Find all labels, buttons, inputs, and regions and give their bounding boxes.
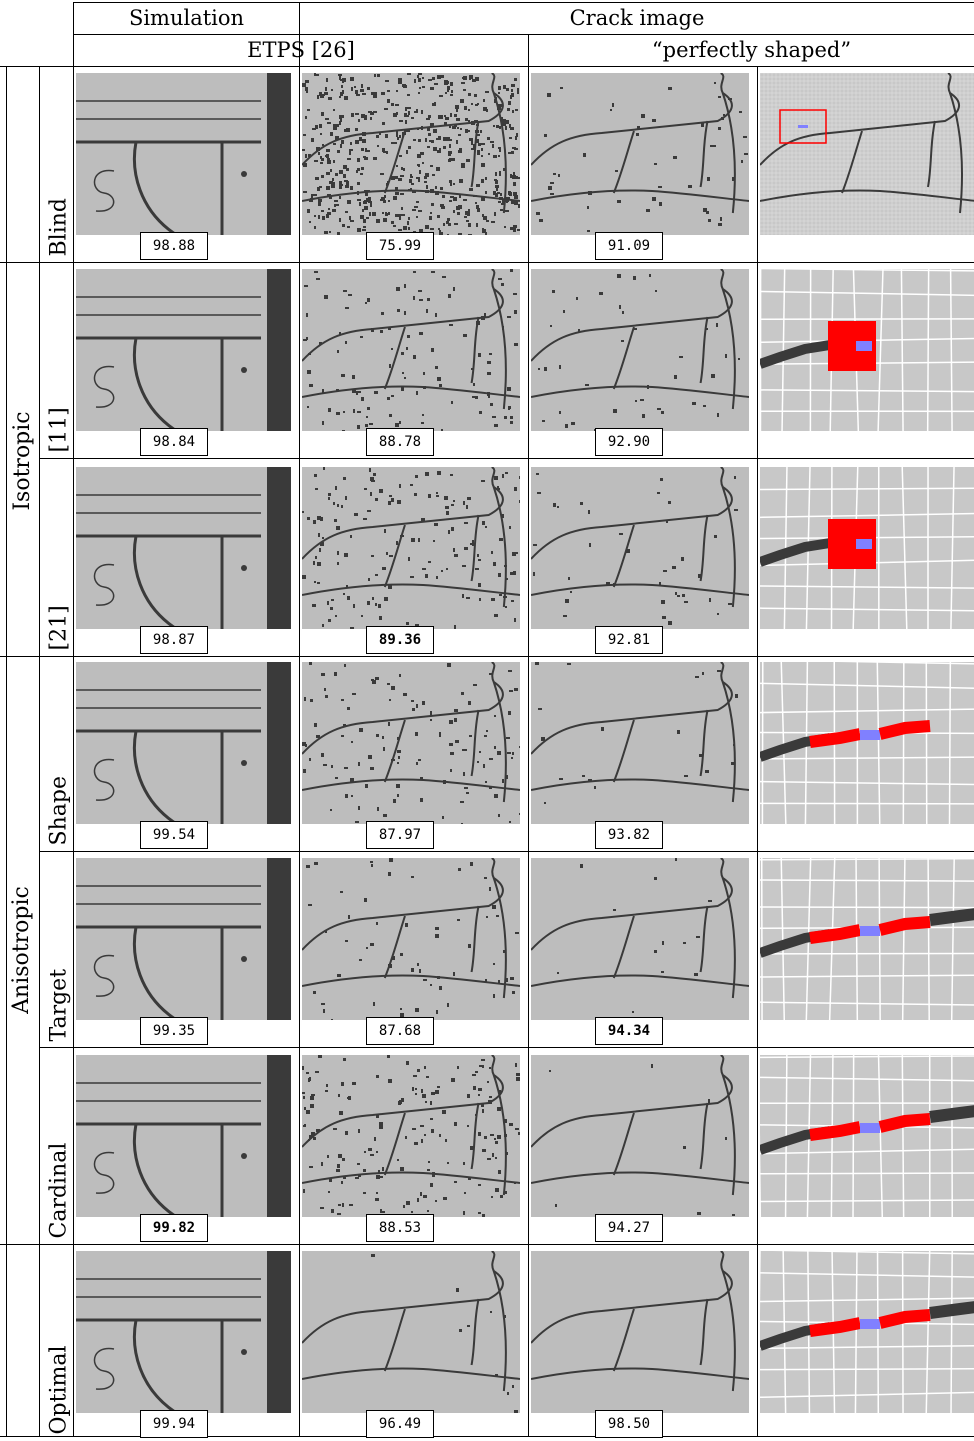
score-badge: 99.35 <box>140 1017 208 1045</box>
header-mid-rule <box>73 34 974 35</box>
table-left-rule <box>6 66 7 1437</box>
perfect-crack-image <box>531 858 749 1020</box>
score-badge: 99.82 <box>140 1214 208 1242</box>
row-label-optimal: Optimal <box>43 1245 76 1441</box>
row-label-21: [21] <box>43 461 76 657</box>
segmentation-image <box>760 269 974 431</box>
perfect-crack-image <box>531 269 749 431</box>
column-rule <box>757 66 758 1437</box>
score-badge: 94.27 <box>595 1214 663 1242</box>
etps-crack-image <box>302 662 520 824</box>
header-top-rule <box>73 2 974 3</box>
score-badge: 98.88 <box>140 232 208 260</box>
simulation-image <box>76 73 291 235</box>
etps-crack-image <box>302 269 520 431</box>
row-label-11: [11] <box>43 263 76 459</box>
header-crack-image: Crack image <box>300 4 974 32</box>
header-bottom-rule <box>0 66 974 67</box>
perfect-crack-image <box>531 1055 749 1217</box>
score-badge: 75.99 <box>366 232 434 260</box>
column-rule <box>528 66 529 1437</box>
row-rule <box>0 656 974 657</box>
row-rule <box>39 1047 974 1048</box>
segmentation-image <box>760 662 974 824</box>
score-badge: 87.97 <box>366 821 434 849</box>
score-badge: 88.78 <box>366 428 434 456</box>
etps-crack-image <box>302 858 520 1020</box>
score-badge: 94.34 <box>595 1017 663 1045</box>
etps-crack-image <box>302 1251 520 1413</box>
score-badge: 98.50 <box>595 1410 663 1438</box>
row-label-cardinal: Cardinal <box>43 1049 76 1245</box>
simulation-image <box>76 467 291 629</box>
header-perfect: “perfectly shaped” <box>529 36 974 64</box>
segmentation-image <box>760 73 974 235</box>
perfect-crack-image <box>531 662 749 824</box>
score-badge: 98.84 <box>140 428 208 456</box>
simulation-image <box>76 1055 291 1217</box>
simulation-image <box>76 269 291 431</box>
group-label-isotropic: Isotropic <box>8 366 38 556</box>
row-label-shape: Shape <box>43 656 76 852</box>
score-badge: 96.49 <box>366 1410 434 1438</box>
column-rule <box>299 66 300 1437</box>
segmentation-image <box>760 858 974 1020</box>
row-label-target: Target <box>43 852 76 1048</box>
group-label-anisotropic: Anisotropic <box>7 855 37 1045</box>
score-badge: 88.53 <box>366 1214 434 1242</box>
score-badge: 92.90 <box>595 428 663 456</box>
row-rule <box>39 851 974 852</box>
header-etps: ETPS [26] <box>74 36 528 64</box>
perfect-crack-image <box>531 467 749 629</box>
score-badge: 91.09 <box>595 232 663 260</box>
segmentation-image <box>760 1055 974 1217</box>
etps-crack-image <box>302 73 520 235</box>
perfect-crack-image <box>531 73 749 235</box>
score-badge: 89.36 <box>366 626 434 654</box>
segmentation-image <box>760 1251 974 1413</box>
score-badge: 98.87 <box>140 626 208 654</box>
row-rule <box>0 1244 974 1245</box>
score-badge: 99.54 <box>140 821 208 849</box>
score-badge: 99.94 <box>140 1410 208 1438</box>
score-badge: 92.81 <box>595 626 663 654</box>
score-badge: 87.68 <box>366 1017 434 1045</box>
score-badge: 93.82 <box>595 821 663 849</box>
row-rule <box>0 262 974 263</box>
row-label-rule <box>39 66 40 1437</box>
header-simulation: Simulation <box>74 4 299 32</box>
perfect-crack-image <box>531 1251 749 1413</box>
simulation-image <box>76 662 291 824</box>
simulation-image <box>76 1251 291 1413</box>
segmentation-image <box>760 467 974 629</box>
etps-crack-image <box>302 1055 520 1217</box>
row-rule <box>39 458 974 459</box>
simulation-image <box>76 858 291 1020</box>
etps-crack-image <box>302 467 520 629</box>
row-label-blind: Blind <box>43 67 76 263</box>
